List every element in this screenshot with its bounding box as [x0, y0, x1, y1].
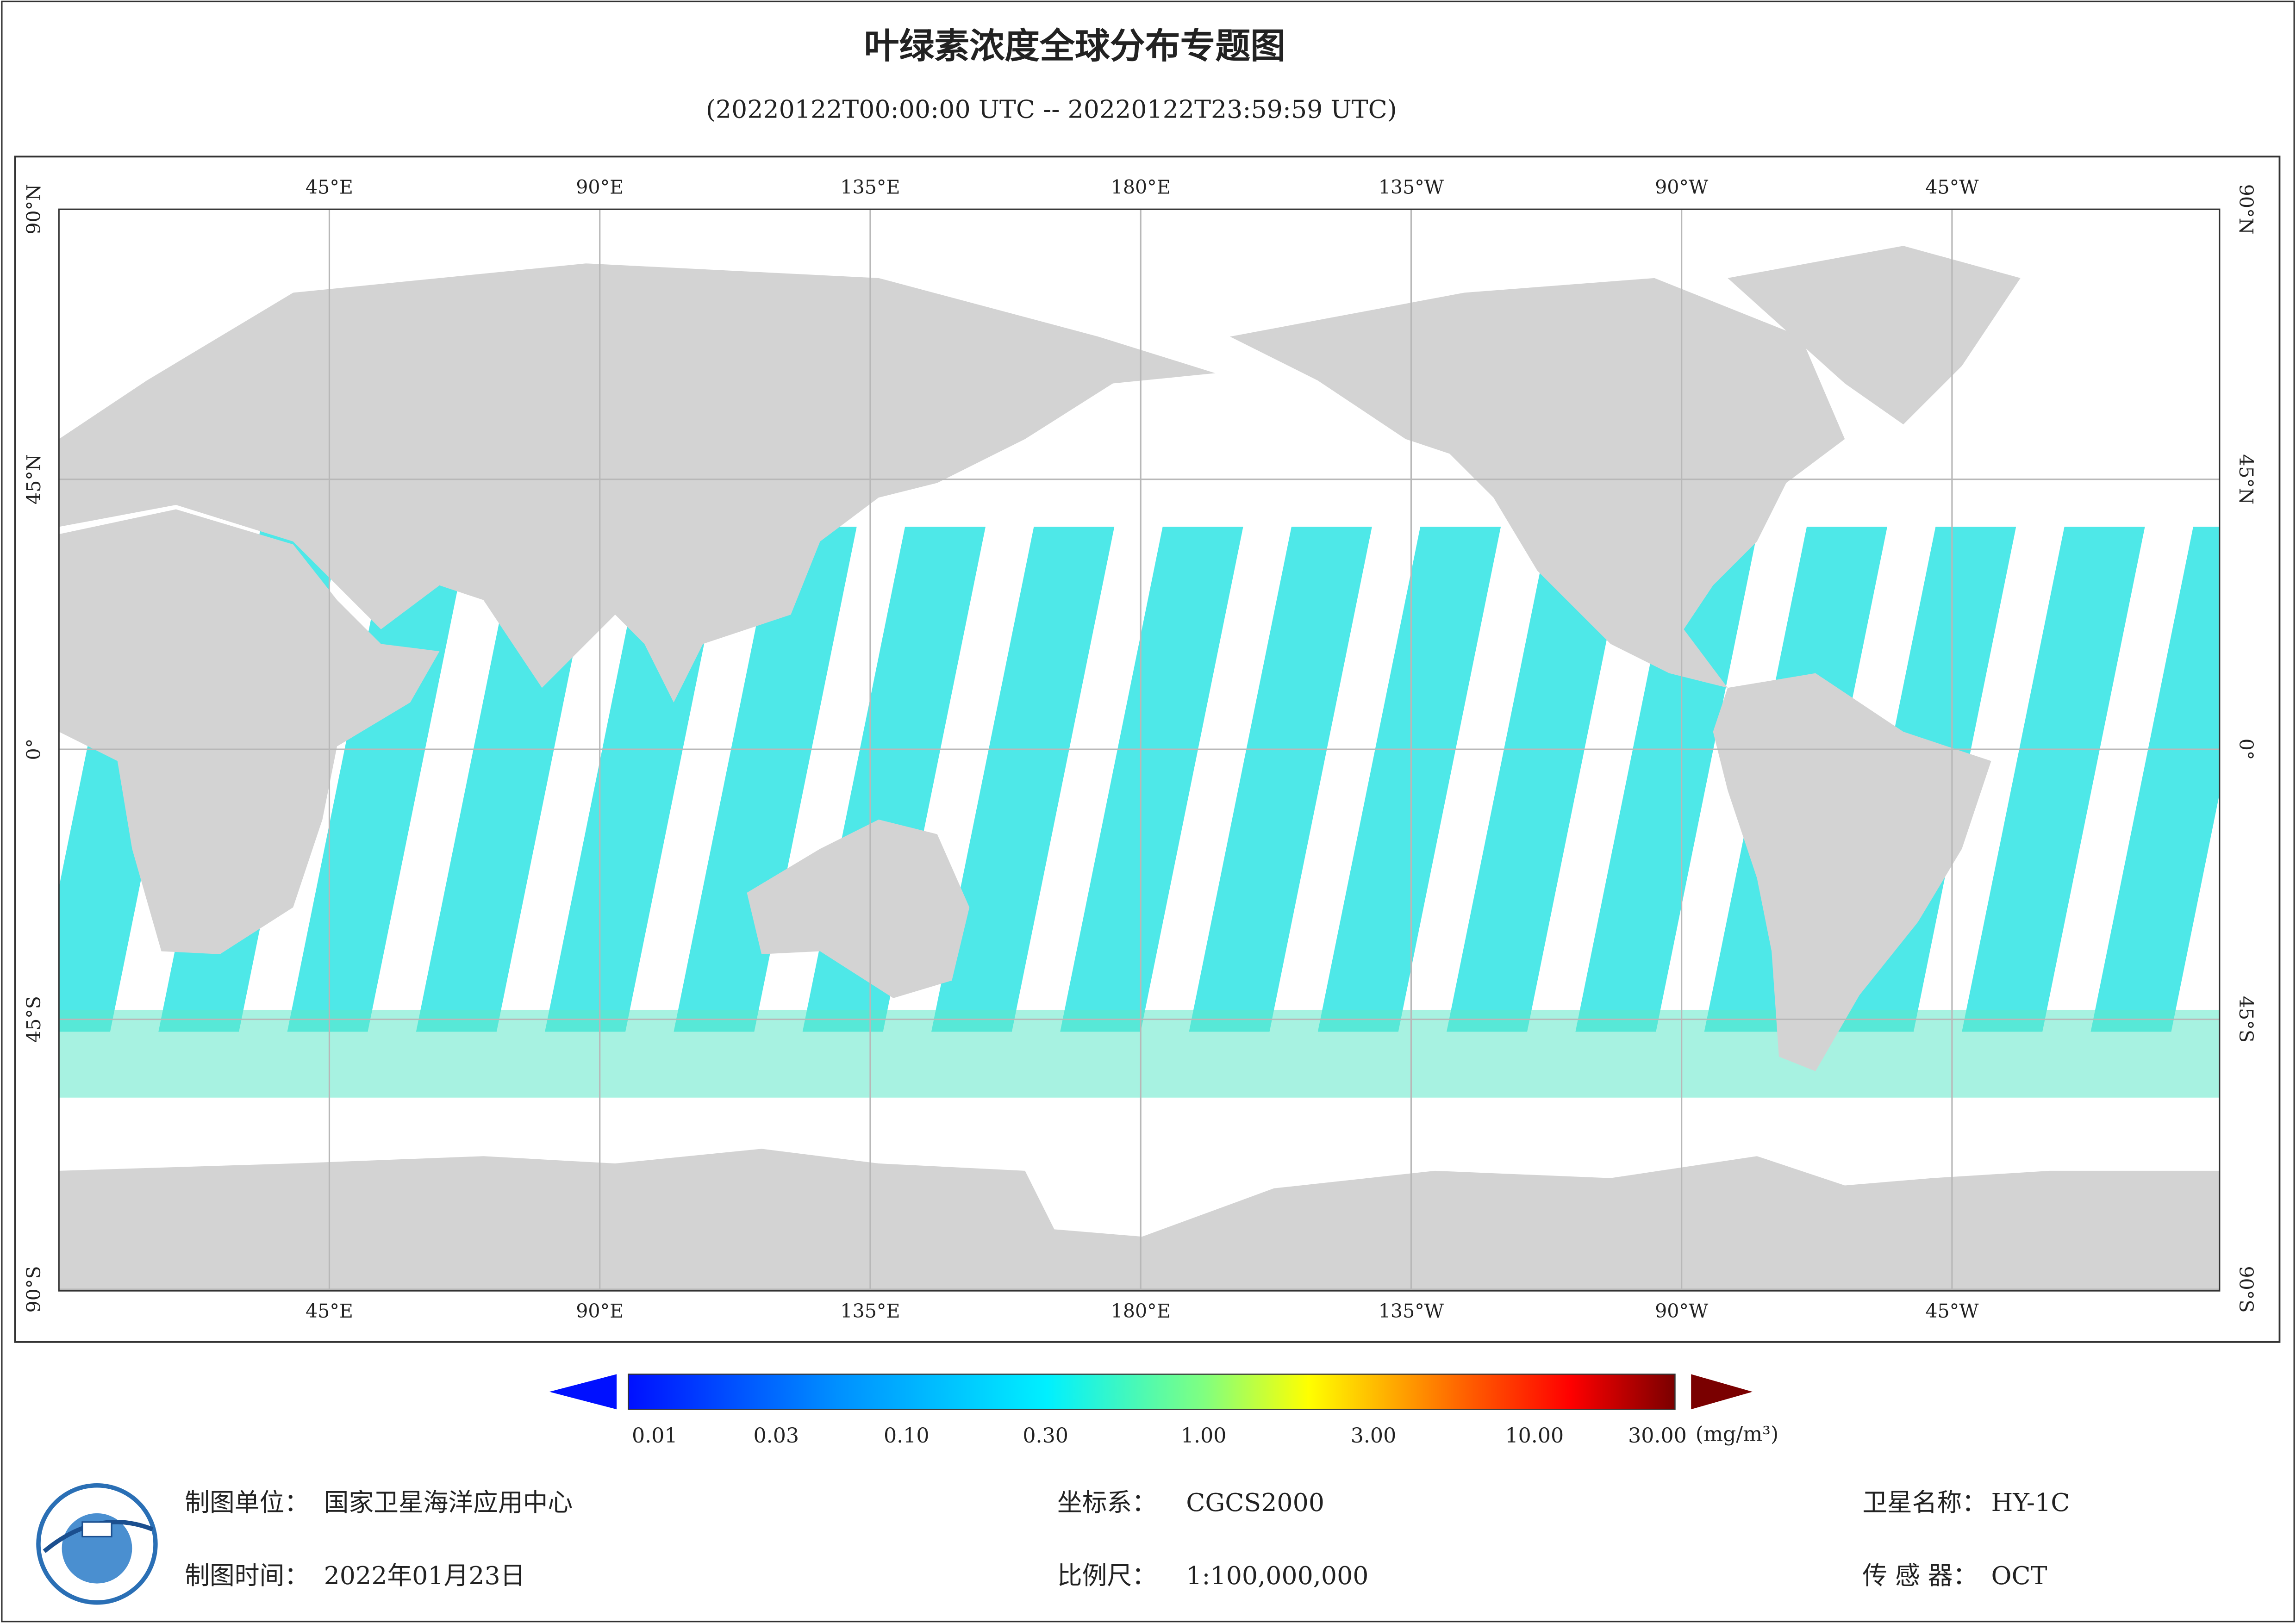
latitude-label-right: 90°N	[2235, 184, 2257, 235]
greenland	[1728, 246, 2021, 425]
footer-value: HY-1C	[1991, 1488, 2070, 1517]
longitude-label-bottom: 90°E	[576, 1300, 624, 1322]
map-neatline	[58, 208, 2221, 1292]
colorbar-label: 0.30	[1023, 1424, 1068, 1448]
map-frame	[14, 155, 2281, 1343]
data-swath	[1575, 527, 1759, 1032]
colorbar-label: 1.00	[1181, 1424, 1227, 1448]
longitude-label-bottom: 90°W	[1655, 1300, 1709, 1322]
longitude-label-top: 45°W	[1925, 176, 1979, 198]
longitude-label-top: 90°E	[576, 176, 624, 198]
colorbar-label: 0.10	[884, 1424, 930, 1448]
data-swath	[2090, 527, 2220, 1032]
australia	[747, 819, 970, 998]
logo	[36, 1483, 158, 1605]
longitude-label-top: 90°W	[1655, 176, 1709, 198]
latitude-label-left: 45°N	[23, 454, 45, 504]
longitude-label-top: 45°E	[306, 176, 353, 198]
longitude-label-top: 135°E	[840, 176, 900, 198]
longitude-label-bottom: 135°W	[1379, 1300, 1444, 1322]
south-america	[1713, 673, 1991, 1071]
logo-satellite	[81, 1521, 112, 1538]
longitude-label-bottom: 45°W	[1925, 1300, 1979, 1322]
graticule-labels: 45°E 45°E 90°E 90°E 135°E 135°E 180°E 180°E 135°…	[23, 176, 2257, 1322]
footer-label: 制图时间：	[185, 1561, 309, 1590]
colorbar-unit: (mg/m³)	[1696, 1423, 1778, 1446]
footer-value: 1:100,000,000	[1186, 1561, 1368, 1590]
longitude-label-bottom: 135°E	[840, 1300, 900, 1322]
colorbar-under-arrow	[549, 1374, 617, 1410]
footer-label: 卫星名称：	[1862, 1488, 1987, 1517]
data-swath	[59, 1009, 2220, 1098]
map-body	[59, 209, 2220, 1291]
colorbar-label: 30.00	[1628, 1424, 1687, 1448]
footer-label: 坐标系：	[1057, 1488, 1157, 1517]
data-swath	[674, 527, 857, 1032]
latitude-label-right: 45°N	[2235, 454, 2257, 504]
colorbar-label: 10.00	[1505, 1424, 1564, 1448]
graticule	[59, 209, 2220, 1290]
data-swath	[1189, 527, 1372, 1032]
eurasia	[59, 263, 1216, 703]
latitude-label-right: 90°S	[2235, 1266, 2257, 1312]
longitude-label-top: 135°W	[1379, 176, 1444, 198]
longitude-label-top: 180°E	[1111, 176, 1171, 198]
colorbar-over-arrow	[1691, 1374, 1753, 1410]
colorbar: 0.01 0.03 0.10 0.30 1.00 3.00 10.00 30.00 (mg/m³…	[549, 1374, 1778, 1448]
longitude-label-bottom: 45°E	[306, 1300, 353, 1322]
colorbar-label: 0.01	[632, 1424, 678, 1448]
footer-label: 制图单位：	[185, 1488, 309, 1517]
africa	[59, 509, 440, 954]
colorbar-label: 3.00	[1351, 1424, 1397, 1448]
latitude-label-right: 0°	[2235, 739, 2257, 760]
latitude-label-right: 45°S	[2235, 996, 2257, 1043]
map-title: 叶绿素浓度全球分布专题图	[864, 25, 1286, 66]
footer-label: 传 感 器：	[1862, 1561, 1978, 1590]
latitude-label-left: 90°N	[23, 184, 45, 235]
colorbar-ramp	[628, 1374, 1676, 1410]
data-swath	[931, 527, 1115, 1032]
data-swath	[1317, 527, 1501, 1032]
footer-value: 国家卫星海洋应用中心	[324, 1488, 573, 1517]
colorbar-label: 0.03	[753, 1424, 799, 1448]
footer-label: 比例尺：	[1057, 1561, 1157, 1590]
map-subtitle: (20220122T00:00:00 UTC -- 20220122T23:59…	[706, 94, 1397, 124]
data-swath	[1962, 527, 2145, 1032]
data-swath	[1447, 527, 1630, 1032]
north-america	[1230, 278, 1845, 688]
latitude-label-left: 0°	[23, 739, 45, 760]
footer-value: CGCS2000	[1186, 1488, 1324, 1517]
footer-value: OCT	[1991, 1561, 2047, 1590]
longitude-label-bottom: 180°E	[1111, 1300, 1171, 1322]
latitude-label-left: 90°S	[23, 1266, 45, 1312]
latitude-label-left: 45°S	[23, 996, 45, 1043]
data-swath	[1060, 527, 1243, 1032]
footer-value: 2022年01月23日	[324, 1561, 525, 1590]
